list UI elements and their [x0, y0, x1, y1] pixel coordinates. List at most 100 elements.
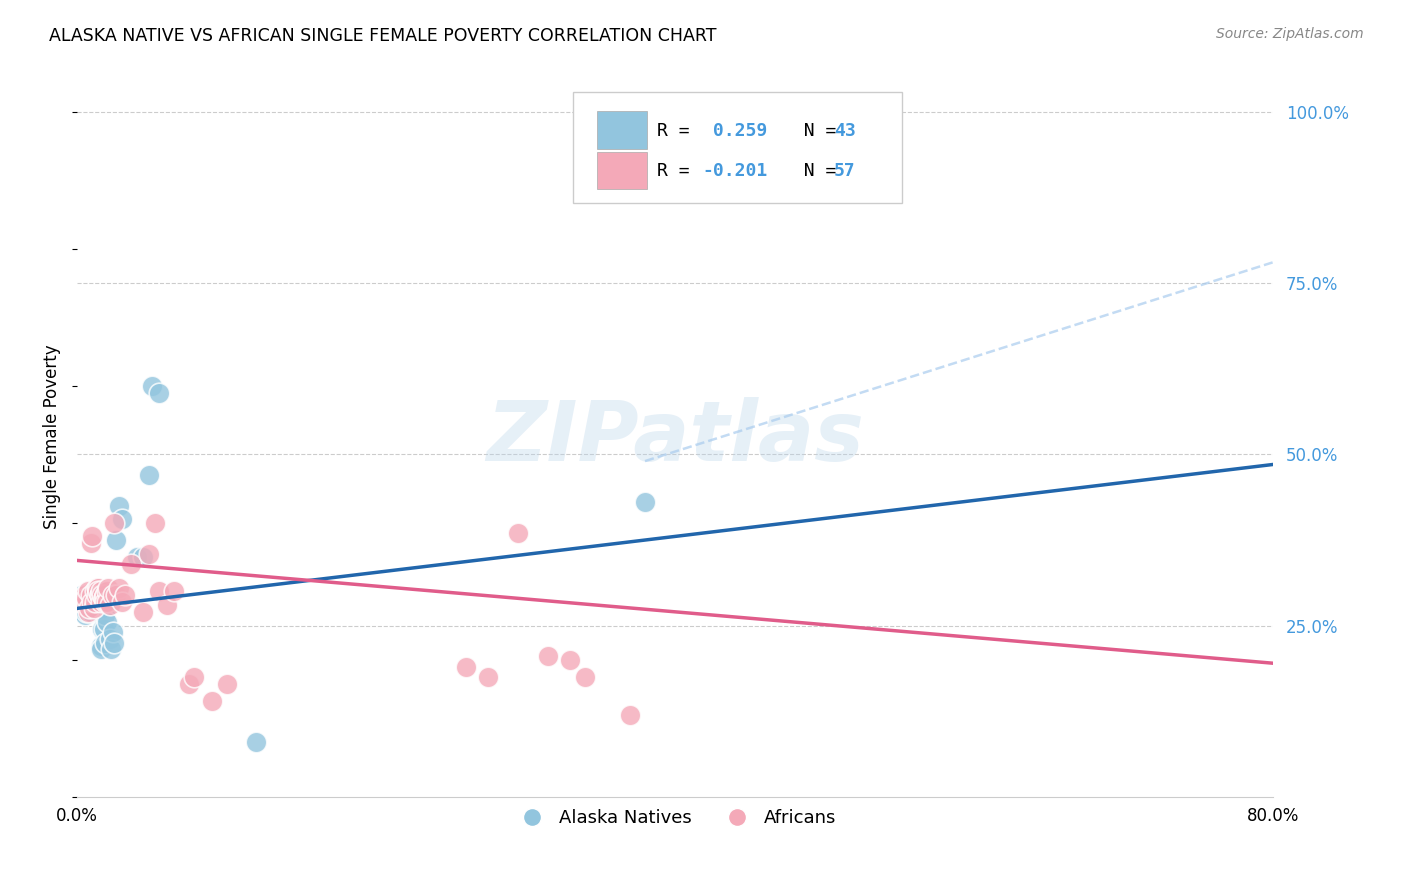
Point [111, 512, 134, 526]
Point [76, 601, 98, 615]
Point [80, 591, 103, 606]
Point [98, 598, 121, 612]
Point [94, 588, 117, 602]
Point [138, 467, 160, 482]
Point [79, 588, 101, 602]
Point [70, 594, 93, 608]
Point [132, 549, 155, 564]
Point [96, 615, 118, 629]
Point [108, 581, 131, 595]
Point [103, 516, 125, 530]
Point [179, 677, 201, 691]
Point [96, 584, 118, 599]
Point [141, 378, 163, 392]
Point [73, 598, 96, 612]
Point [619, 707, 641, 722]
Point [537, 649, 560, 664]
Point [84, 584, 107, 599]
Point [163, 584, 186, 599]
Point [138, 547, 160, 561]
Point [75, 594, 97, 608]
Point [83, 601, 105, 615]
Point [89, 591, 111, 606]
Point [79, 536, 101, 550]
Point [183, 670, 205, 684]
Point [477, 670, 499, 684]
Point [70, 588, 93, 602]
Point [90, 642, 112, 657]
Point [77, 601, 100, 615]
Point [79, 594, 101, 608]
Point [72, 605, 94, 619]
Point [72, 594, 94, 608]
Point [93, 591, 115, 606]
Point [132, 605, 155, 619]
Text: N =: N = [783, 122, 848, 140]
Point [77, 588, 100, 602]
Text: N =: N = [783, 162, 848, 180]
Point [77, 594, 100, 608]
Point [86, 581, 108, 595]
Point [148, 385, 170, 400]
Text: R =: R = [657, 122, 700, 140]
Point [101, 625, 124, 640]
Point [73, 588, 96, 602]
Point [75, 591, 97, 606]
Point [120, 557, 142, 571]
Point [97, 581, 120, 595]
Text: R =: R = [657, 162, 700, 180]
Point [76, 605, 98, 619]
Point [103, 635, 125, 649]
Point [86, 588, 108, 602]
Point [100, 642, 122, 657]
Point [80, 529, 103, 543]
Point [76, 598, 98, 612]
Point [574, 670, 596, 684]
Point [98, 632, 121, 647]
Point [560, 653, 582, 667]
Point [114, 588, 136, 602]
Text: ALASKA NATIVE VS AFRICAN SINGLE FEMALE POVERTY CORRELATION CHART: ALASKA NATIVE VS AFRICAN SINGLE FEMALE P… [49, 27, 717, 45]
Point [84, 594, 107, 608]
Point [86, 588, 108, 602]
Point [108, 499, 131, 513]
Point [87, 584, 110, 599]
Text: -0.201: -0.201 [703, 162, 768, 180]
Point [80, 601, 103, 615]
Point [87, 605, 110, 619]
Text: Source: ZipAtlas.com: Source: ZipAtlas.com [1216, 27, 1364, 41]
Point [634, 495, 657, 509]
Point [506, 526, 529, 541]
Point [94, 635, 117, 649]
Point [93, 591, 115, 606]
Point [148, 584, 170, 599]
Point [87, 581, 110, 595]
Point [101, 588, 124, 602]
Point [96, 594, 118, 608]
Point [73, 601, 96, 615]
Point [90, 639, 112, 653]
Point [111, 594, 134, 608]
Point [245, 735, 267, 749]
Point [454, 659, 477, 673]
Point [104, 588, 127, 602]
Text: 57: 57 [834, 162, 856, 180]
Text: 0.259: 0.259 [703, 122, 768, 140]
Point [94, 608, 117, 623]
FancyBboxPatch shape [598, 152, 647, 189]
Point [79, 605, 101, 619]
Point [215, 677, 238, 691]
Point [75, 594, 97, 608]
Point [84, 588, 107, 602]
Point [73, 608, 96, 623]
Text: 43: 43 [834, 122, 856, 140]
Point [89, 588, 111, 602]
Point [75, 605, 97, 619]
Point [93, 622, 115, 636]
FancyBboxPatch shape [598, 112, 647, 149]
Point [80, 594, 103, 608]
Point [91, 588, 114, 602]
Legend: Alaska Natives, Africans: Alaska Natives, Africans [506, 802, 844, 835]
Point [86, 591, 108, 606]
Point [200, 694, 222, 708]
